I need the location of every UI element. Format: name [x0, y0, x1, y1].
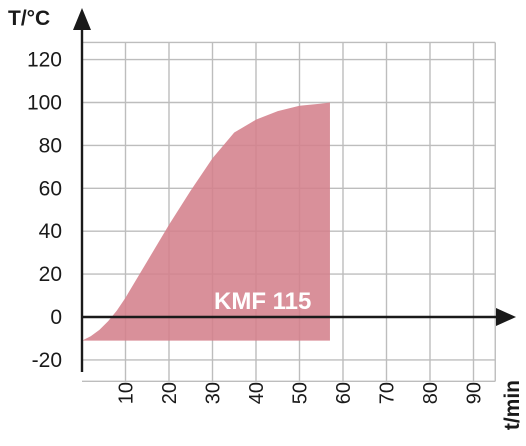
- x-tick-label: 50: [290, 382, 312, 404]
- x-tick-label: 70: [377, 382, 399, 404]
- y-tick-label: 120: [27, 49, 62, 72]
- x-tick-label: 90: [464, 382, 486, 404]
- x-tick-label: 60: [333, 382, 355, 404]
- x-tick-labels: 10 20 30 40 50 60 70 80 90: [116, 382, 486, 404]
- y-tick-labels: -20 0 20 40 60 80 100 120: [27, 49, 62, 372]
- x-tick-label: 80: [420, 382, 442, 404]
- y-tick-label: 60: [39, 177, 62, 200]
- y-tick-label: 100: [27, 92, 62, 115]
- x-tick-label: 20: [159, 382, 181, 404]
- series-label: KMF 115: [214, 288, 311, 315]
- y-tick-label: 0: [50, 306, 62, 329]
- y-tick-label: 80: [39, 134, 62, 157]
- area-series-kmf-115: [82, 102, 330, 341]
- axes: [73, 8, 516, 372]
- x-tick-label: 40: [246, 382, 268, 404]
- x-tick-label: 10: [116, 382, 138, 404]
- x-tick-label: 30: [203, 382, 225, 404]
- y-tick-label: -20: [32, 349, 62, 372]
- x-axis-arrow: [496, 308, 516, 326]
- y-tick-label: 20: [39, 263, 62, 286]
- y-tick-label: 40: [39, 220, 62, 243]
- y-axis-label: T/°C: [8, 7, 50, 30]
- x-axis-label: t/min: [501, 380, 524, 430]
- y-axis-arrow: [73, 8, 91, 30]
